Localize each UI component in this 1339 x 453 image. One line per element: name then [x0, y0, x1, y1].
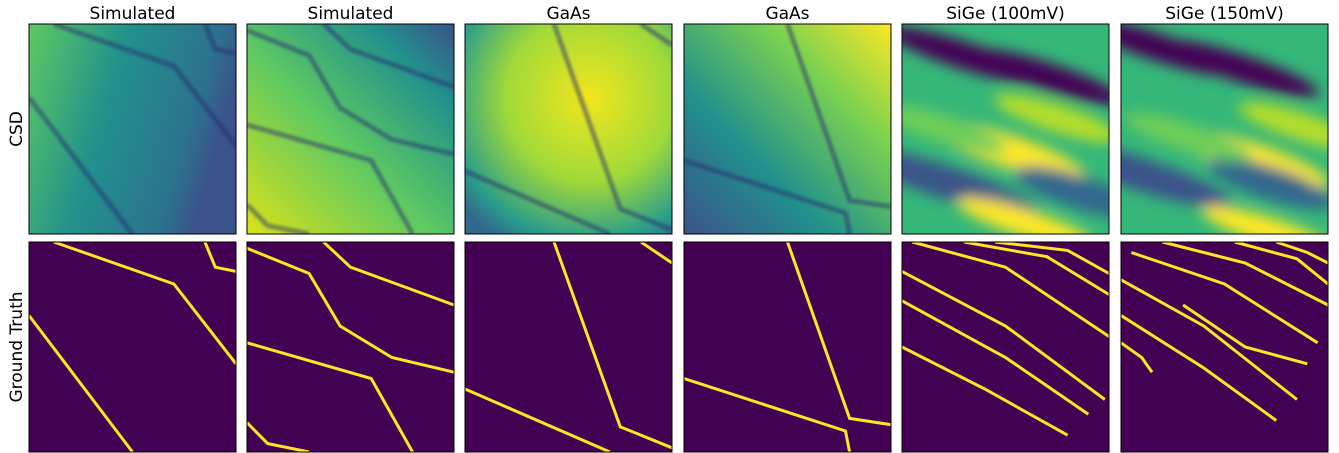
ground-truth-panel	[902, 242, 1109, 452]
ground-truth-panel	[684, 242, 891, 452]
ground-truth-panel	[247, 242, 454, 452]
csd-image	[684, 24, 891, 234]
csd-panel	[465, 24, 672, 234]
csd-panel	[29, 24, 236, 234]
ground-truth-panel	[465, 242, 672, 452]
column-titles: Simulated Simulated GaAs GaAs SiGe (100mV) Si…	[90, 4, 1284, 24]
column-title: GaAs	[765, 4, 809, 24]
csd-background	[29, 24, 236, 234]
gt-background	[902, 242, 1109, 452]
column-title: SiGe (100mV)	[946, 4, 1064, 24]
column-title: GaAs	[546, 4, 590, 24]
figure: Simulated Simulated GaAs GaAs SiGe (100mV) Si…	[0, 0, 1339, 453]
row-label: CSD	[7, 111, 27, 147]
gt-background	[465, 242, 672, 452]
csd-panel	[684, 24, 891, 234]
ground-truth-panel	[29, 242, 236, 452]
csd-background	[465, 24, 672, 234]
gt-background	[247, 242, 454, 452]
panels	[29, 9, 1339, 452]
column-title: Simulated	[90, 4, 176, 24]
csd-background	[247, 24, 454, 234]
ground-truth-panel	[1121, 242, 1328, 452]
gt-background	[1121, 242, 1328, 452]
csd-image	[247, 24, 454, 234]
csd-panel	[247, 24, 454, 234]
gt-background	[29, 242, 236, 452]
row-label: Ground Truth	[7, 291, 27, 402]
column-title: Simulated	[308, 4, 394, 24]
column-title: SiGe (150mV)	[1165, 4, 1283, 24]
csd-image	[29, 24, 236, 234]
csd-image	[465, 24, 672, 234]
